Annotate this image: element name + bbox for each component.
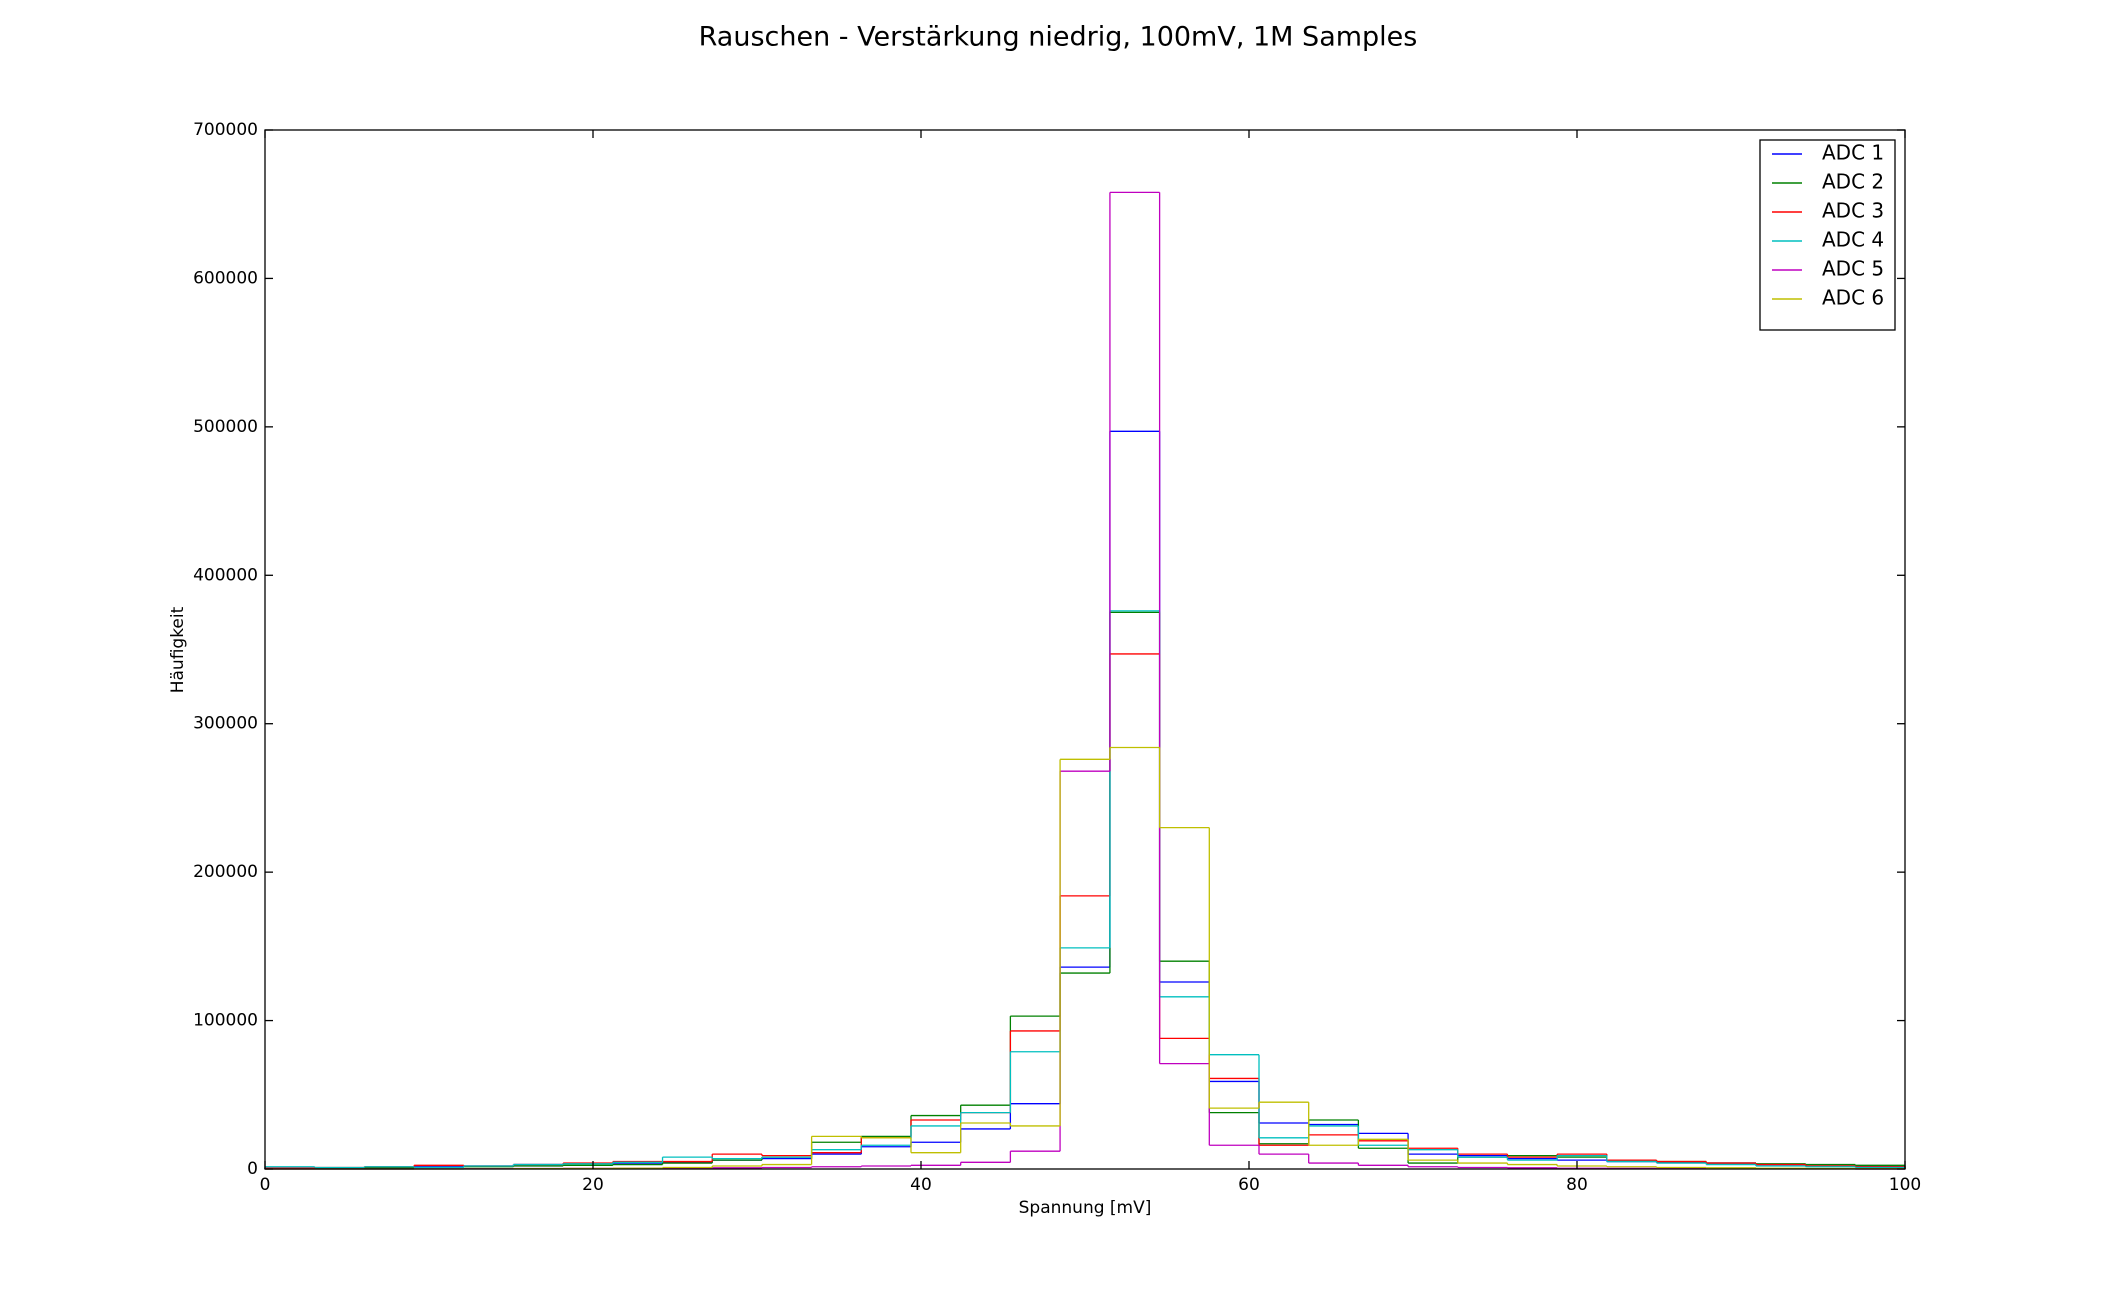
- y-tick-label: 700000: [193, 120, 258, 140]
- x-tick-label: 0: [260, 1175, 271, 1195]
- y-tick-label: 500000: [193, 417, 258, 437]
- x-tick-label: 40: [910, 1175, 932, 1195]
- x-tick-label: 80: [1566, 1175, 1588, 1195]
- x-tick-label: 60: [1238, 1175, 1260, 1195]
- legend-label: ADC 3: [1822, 199, 1884, 223]
- legend-label: ADC 2: [1822, 170, 1884, 194]
- y-axis-label: Häufigkeit: [168, 606, 188, 693]
- legend-label: ADC 4: [1822, 228, 1884, 252]
- y-tick-label: 600000: [193, 268, 258, 288]
- plot-frame: [264, 129, 1906, 1170]
- y-tick-label: 100000: [193, 1011, 258, 1031]
- legend-label: ADC 6: [1822, 286, 1884, 310]
- y-tick-label: 300000: [193, 714, 258, 734]
- x-tick-label: 100: [1889, 1175, 1921, 1195]
- legend-label: ADC 1: [1822, 141, 1884, 165]
- chart-title: Rauschen - Verstärkung niedrig, 100mV, 1…: [699, 22, 1418, 53]
- y-tick-label: 200000: [193, 862, 258, 882]
- x-axis-label: Spannung [mV]: [1019, 1198, 1152, 1218]
- x-tick-label: 20: [582, 1175, 604, 1195]
- legend-label: ADC 5: [1822, 257, 1884, 281]
- y-tick-label: 0: [247, 1159, 258, 1179]
- y-tick-label: 400000: [193, 565, 258, 585]
